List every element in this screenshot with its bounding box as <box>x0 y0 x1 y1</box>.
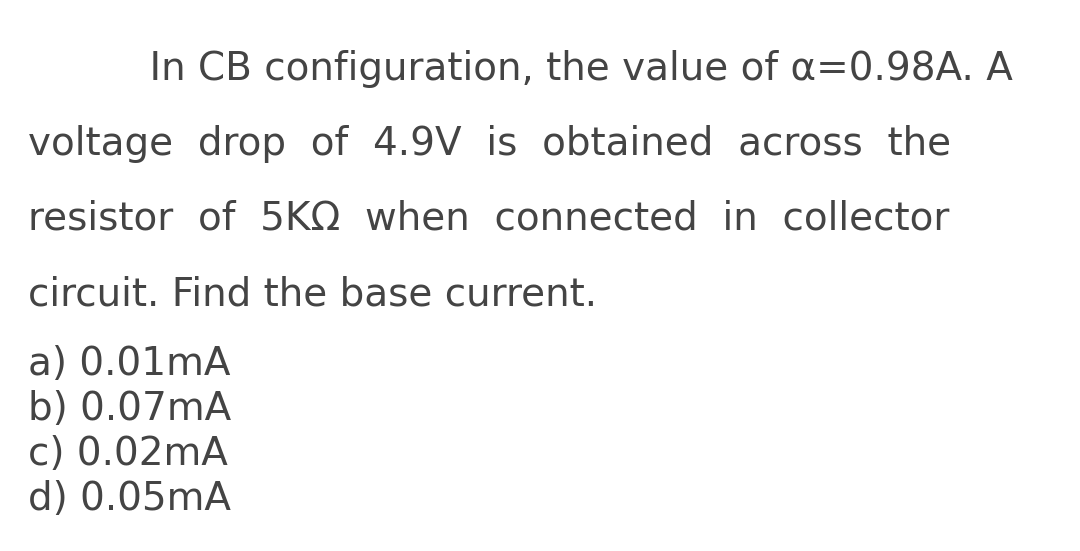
Text: a) 0.01mA: a) 0.01mA <box>28 345 230 383</box>
Text: In CB configuration, the value of α=0.98A. A: In CB configuration, the value of α=0.98… <box>100 50 1013 88</box>
Text: voltage  drop  of  4.9V  is  obtained  across  the: voltage drop of 4.9V is obtained across … <box>28 125 951 163</box>
Text: d) 0.05mA: d) 0.05mA <box>28 480 231 518</box>
Text: c) 0.02mA: c) 0.02mA <box>28 435 228 473</box>
Text: resistor  of  5KΩ  when  connected  in  collector: resistor of 5KΩ when connected in collec… <box>28 200 949 238</box>
Text: b) 0.07mA: b) 0.07mA <box>28 390 231 428</box>
Text: circuit. Find the base current.: circuit. Find the base current. <box>28 275 597 313</box>
